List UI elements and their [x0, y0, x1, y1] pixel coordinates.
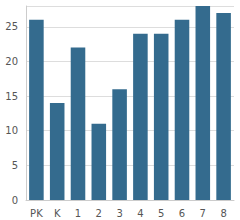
svg-text:3: 3 [116, 208, 122, 219]
svg-text:4: 4 [137, 208, 143, 219]
svg-text:10: 10 [5, 125, 18, 136]
svg-text:1: 1 [75, 208, 81, 219]
svg-text:5: 5 [158, 208, 164, 219]
svg-text:5: 5 [12, 160, 18, 171]
svg-text:15: 15 [5, 91, 18, 102]
svg-text:20: 20 [5, 56, 18, 67]
svg-text:8: 8 [220, 208, 226, 219]
svg-text:2: 2 [96, 208, 102, 219]
svg-text:25: 25 [5, 21, 18, 32]
svg-text:6: 6 [179, 208, 185, 219]
svg-text:0: 0 [12, 195, 18, 206]
svg-text:7: 7 [200, 208, 206, 219]
svg-text:K: K [54, 208, 61, 219]
svg-text:PK: PK [30, 208, 43, 219]
